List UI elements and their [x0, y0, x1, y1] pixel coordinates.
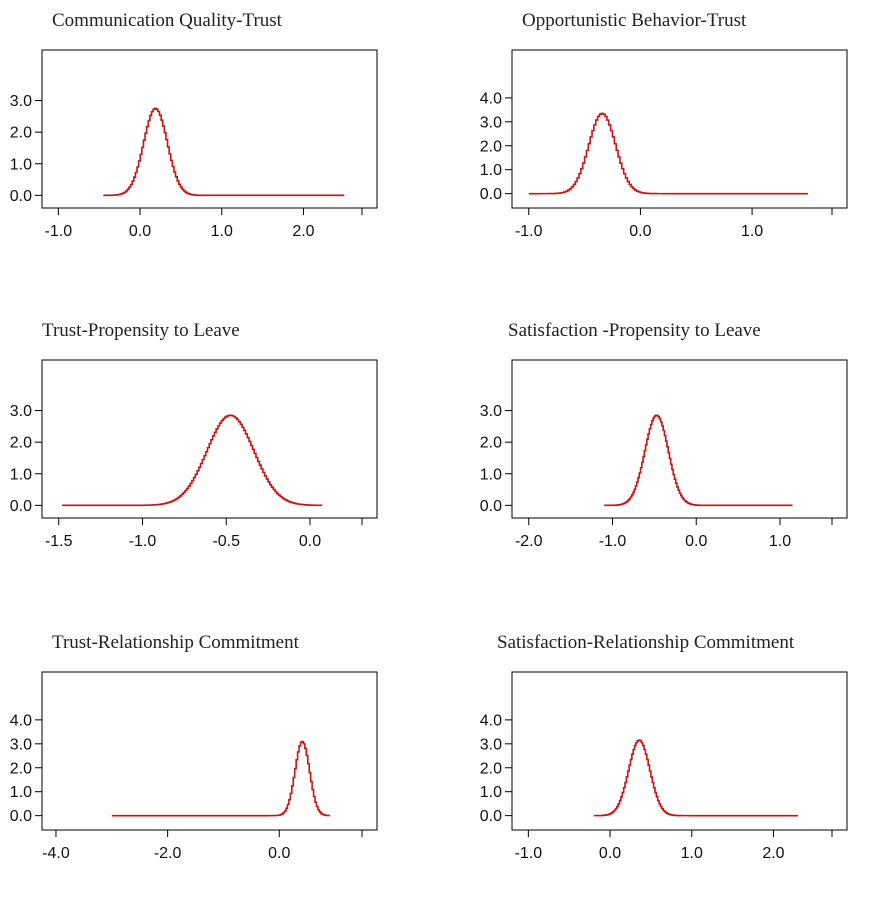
- plot-frame: [41, 671, 378, 831]
- y-tick-label: 1.0: [480, 162, 502, 179]
- y-tick-label: 0.0: [10, 808, 32, 825]
- x-tick-label: -4.0: [42, 845, 70, 862]
- x-tick-label: 1.0: [741, 223, 763, 240]
- chart-panel: Opportunistic Behavior-Trust -1.0 0.0 1.0 0.…: [470, 0, 885, 290]
- plot-svg: -4.0 -2.0 0.0 0.0 1.0 2.0 3.0 4.0: [10, 671, 378, 862]
- y-tick-label: 0.0: [480, 808, 502, 825]
- x-tick-label: 2.0: [762, 845, 784, 862]
- y-tick-label: 4.0: [10, 712, 32, 729]
- chart-title: Opportunistic Behavior-Trust: [522, 10, 747, 31]
- chart-panel: Trust-Relationship Commitment -4.0 -2.0 0.0…: [0, 622, 440, 912]
- chart-title: Satisfaction -Propensity to Leave: [508, 320, 761, 341]
- y-tick-label: 2.0: [480, 138, 502, 155]
- y-tick-label: 2.0: [10, 125, 32, 142]
- y-tick-label: 4.0: [480, 712, 502, 729]
- density-line: [528, 112, 808, 195]
- y-tick-label: 4.0: [480, 90, 502, 107]
- y-tick-label: 1.0: [10, 466, 32, 483]
- x-tick-label: 0.0: [629, 223, 651, 240]
- y-tick-label: 1.0: [10, 784, 32, 801]
- density-line: [62, 414, 323, 507]
- x-tick-label: -0.5: [212, 533, 240, 550]
- y-tick-label: 0.0: [480, 498, 502, 515]
- chart-panel: Trust-Propensity to Leave -1.5 -1.0 -0.5 0.0…: [0, 310, 440, 600]
- plot-frame: [511, 49, 848, 209]
- y-tick-label: 2.0: [10, 435, 32, 452]
- x-tick-label: -1.0: [515, 845, 543, 862]
- x-tick-label: 1.0: [681, 845, 703, 862]
- y-tick-label: 3.0: [480, 403, 502, 420]
- plot-frame: [511, 671, 848, 831]
- density-line: [111, 740, 331, 817]
- plot-svg: -1.0 0.0 1.0 2.0 0.0 1.0 2.0 3.0: [10, 49, 378, 240]
- density-line: [593, 739, 798, 817]
- y-tick-label: 1.0: [10, 156, 32, 173]
- chart-panel: Communication Quality-Trust -1.0 0.0 1.0 2.0…: [0, 0, 440, 290]
- x-tick-label: 0.0: [299, 533, 321, 550]
- density-line: [103, 107, 345, 197]
- plot-svg: -2.0 -1.0 0.0 1.0 0.0 1.0 2.0 3.0: [480, 359, 848, 550]
- y-tick-label: 2.0: [480, 760, 502, 777]
- y-tick-label: 3.0: [480, 736, 502, 753]
- plot-frame: [511, 359, 848, 519]
- x-tick-label: 0.0: [599, 845, 621, 862]
- x-tick-label: 0.0: [129, 223, 151, 240]
- x-tick-label: -1.0: [515, 223, 543, 240]
- x-tick-label: -1.0: [45, 223, 73, 240]
- x-tick-label: -1.0: [129, 533, 157, 550]
- x-tick-label: -1.0: [599, 533, 627, 550]
- chart-panel: Satisfaction-Relationship Commitment -1.0…: [470, 622, 885, 912]
- y-tick-label: 2.0: [10, 760, 32, 777]
- x-tick-label: 1.0: [769, 533, 791, 550]
- y-tick-label: 0.0: [10, 498, 32, 515]
- x-tick-label: -2.0: [154, 845, 182, 862]
- y-tick-label: 3.0: [10, 736, 32, 753]
- x-tick-label: -1.5: [45, 533, 73, 550]
- plot-svg: -1.0 0.0 1.0 2.0 0.0 1.0 2.0 3.0 4.0: [480, 671, 848, 862]
- plot-frame: [41, 359, 378, 519]
- chart-title: Trust-Relationship Commitment: [52, 632, 299, 653]
- chart-title: Trust-Propensity to Leave: [42, 320, 240, 341]
- plot-svg: -1.0 0.0 1.0 0.0 1.0 2.0 3.0 4.0: [480, 49, 848, 240]
- plot-frame: [41, 49, 378, 209]
- y-tick-label: 1.0: [480, 466, 502, 483]
- y-tick-label: 3.0: [480, 114, 502, 131]
- y-tick-label: 2.0: [480, 435, 502, 452]
- y-tick-label: 3.0: [10, 403, 32, 420]
- chart-title: Communication Quality-Trust: [52, 10, 282, 31]
- x-tick-label: 0.0: [268, 845, 290, 862]
- x-tick-label: -2.0: [515, 533, 543, 550]
- y-tick-label: 0.0: [480, 186, 502, 203]
- chart-panel: Satisfaction -Propensity to Leave -2.0 -1.…: [470, 310, 885, 600]
- y-tick-label: 0.0: [10, 188, 32, 205]
- x-tick-label: 1.0: [211, 223, 233, 240]
- x-tick-label: 0.0: [685, 533, 707, 550]
- plot-svg: -1.5 -1.0 -0.5 0.0 0.0 1.0 2.0 3.0: [10, 359, 378, 550]
- x-tick-label: 2.0: [292, 223, 314, 240]
- y-tick-label: 1.0: [480, 784, 502, 801]
- chart-title: Satisfaction-Relationship Commitment: [497, 632, 795, 653]
- density-line: [604, 414, 793, 507]
- y-tick-label: 3.0: [10, 93, 32, 110]
